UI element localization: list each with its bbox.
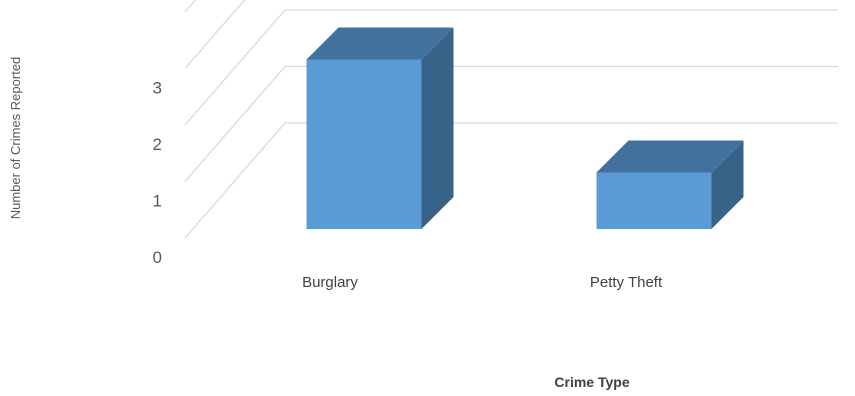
- bar-side: [711, 140, 744, 229]
- x-axis-label: Crime Type: [554, 374, 629, 390]
- bar-petty-theft: [596, 140, 744, 229]
- gridline-depth: [184, 122, 286, 239]
- bars: [306, 27, 744, 229]
- bar-front: [306, 59, 422, 229]
- y-tick-label: 2: [153, 135, 162, 154]
- y-axis-ticks: 0 1 2 3: [153, 79, 162, 268]
- bar-side: [421, 27, 454, 229]
- y-axis-label: Number of Crimes Reported: [8, 57, 23, 220]
- y-tick-label: 0: [153, 248, 162, 267]
- gridlines: [184, 0, 838, 239]
- y-tick-label: 3: [153, 79, 162, 98]
- bar-top: [306, 27, 454, 60]
- x-axis-categories: Burglary Petty Theft: [302, 274, 663, 291]
- y-tick-label: 1: [153, 192, 162, 211]
- x-tick-label: Petty Theft: [590, 274, 663, 291]
- bar-top: [596, 140, 744, 173]
- x-tick-label: Burglary: [302, 274, 358, 291]
- gridline-depth: [184, 0, 246, 69]
- bar-front: [596, 172, 712, 229]
- gridline-depth: [184, 9, 286, 126]
- gridline-depth: [184, 66, 286, 182]
- bar-burglary: [306, 27, 454, 229]
